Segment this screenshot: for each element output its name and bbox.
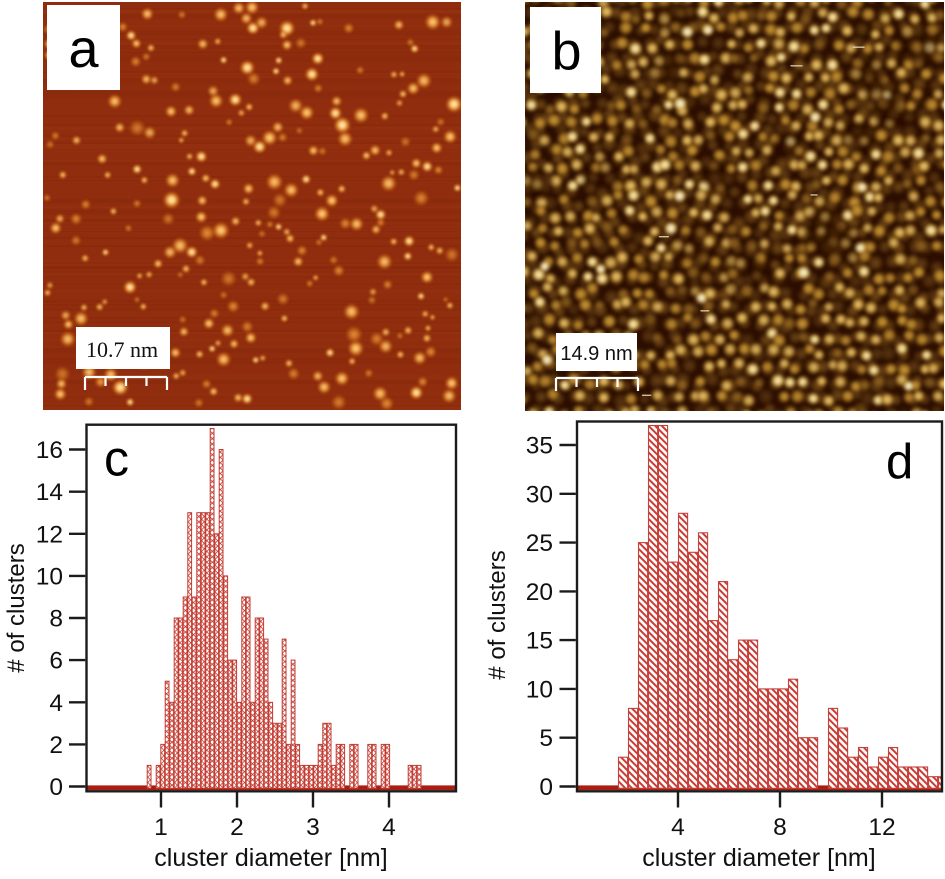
svg-text:4: 4 <box>671 814 685 841</box>
svg-text:6: 6 <box>49 648 63 675</box>
svg-text:cluster diameter [nm]: cluster diameter [nm] <box>154 844 387 872</box>
svg-text:16: 16 <box>36 437 63 464</box>
svg-text:0: 0 <box>49 774 63 801</box>
svg-text:10: 10 <box>526 676 553 703</box>
svg-text:15: 15 <box>526 628 553 655</box>
svg-text:a: a <box>68 19 99 79</box>
svg-text:1: 1 <box>154 814 168 841</box>
svg-text:cluster diameter [nm]: cluster diameter [nm] <box>642 844 875 872</box>
svg-text:12: 12 <box>36 521 63 548</box>
svg-text:8: 8 <box>49 606 63 633</box>
svg-text:0: 0 <box>539 774 553 801</box>
svg-text:c: c <box>104 431 129 487</box>
svg-text:20: 20 <box>526 579 553 606</box>
svg-text:# of clusters: # of clusters <box>484 550 511 679</box>
svg-text:b: b <box>551 22 581 82</box>
svg-text:2: 2 <box>230 814 244 841</box>
svg-text:12: 12 <box>868 814 895 841</box>
svg-text:4: 4 <box>49 690 63 717</box>
svg-text:10: 10 <box>36 563 63 590</box>
svg-text:14: 14 <box>36 479 63 506</box>
svg-text:25: 25 <box>526 530 553 557</box>
svg-text:35: 35 <box>526 433 553 460</box>
svg-text:d: d <box>886 435 913 489</box>
svg-text:10.7 nm: 10.7 nm <box>86 337 158 362</box>
svg-text:2: 2 <box>49 732 63 759</box>
svg-text:30: 30 <box>526 481 553 508</box>
svg-text:3: 3 <box>306 814 320 841</box>
svg-text:# of clusters: # of clusters <box>3 543 30 672</box>
svg-text:4: 4 <box>382 814 396 841</box>
svg-text:5: 5 <box>539 725 553 752</box>
svg-text:8: 8 <box>773 814 787 841</box>
svg-text:14.9 nm: 14.9 nm <box>560 343 632 365</box>
